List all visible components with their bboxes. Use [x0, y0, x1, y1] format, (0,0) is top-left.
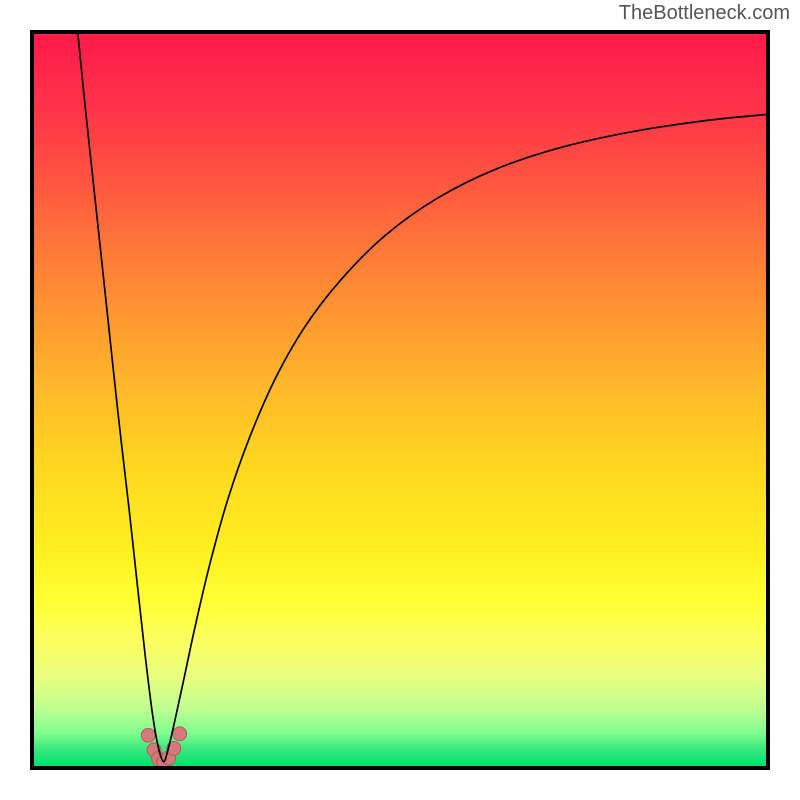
curve-marker	[141, 728, 155, 742]
watermark-text: TheBottleneck.com	[619, 2, 790, 25]
chart-svg	[34, 34, 766, 766]
bottleneck-chart	[30, 30, 770, 770]
curve-marker	[173, 727, 187, 741]
chart-background	[34, 34, 766, 766]
